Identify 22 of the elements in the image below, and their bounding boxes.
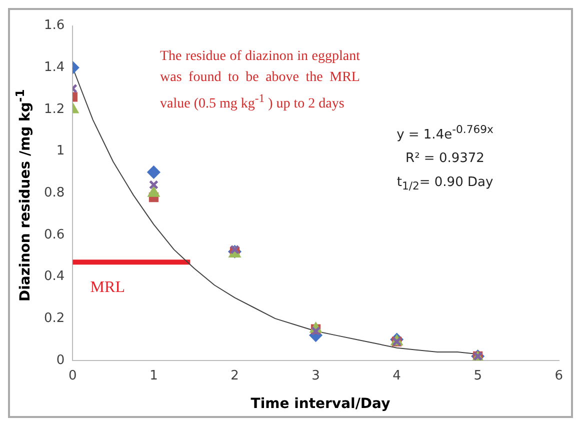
annotation: R² = 0.9372	[404, 150, 486, 168]
y-tick-label: 1.6	[44, 18, 65, 34]
annotation: The residue of diazinon in eggplant was found to be above the MRL value (0.5 mg kg$^{-1}$ ) up to 2 days	[160, 48, 360, 114]
series-label: MRL	[90, 279, 125, 296]
y-tick-label: 1.2	[44, 102, 65, 117]
y-tick-label: 1	[56, 144, 65, 159]
y-tick-label: 0.8	[44, 185, 65, 200]
y-tick-label: 1.4	[44, 60, 65, 75]
x-tick-label: 3	[312, 368, 320, 384]
x-tick-label: 0	[68, 368, 77, 384]
annotation: t$_{1/2}$= 0.90 Day	[396, 174, 494, 195]
x-axis-title: Time interval/Day	[250, 396, 392, 412]
y-tick-label: 0.2	[44, 310, 65, 326]
y-tick-label: 0.4	[44, 269, 65, 284]
x-tick-label: 2	[230, 368, 239, 384]
y-tick-label: 0.6	[44, 227, 65, 242]
x-tick-label: 1	[150, 368, 158, 384]
y-tick-label: 0	[56, 352, 65, 368]
x-tick-label: 6	[554, 368, 564, 384]
x-tick-label: 5	[474, 368, 482, 384]
annotation: y = 1.4e$^{-0.769x}$	[396, 122, 494, 144]
x-tick-label: 4	[392, 368, 401, 384]
